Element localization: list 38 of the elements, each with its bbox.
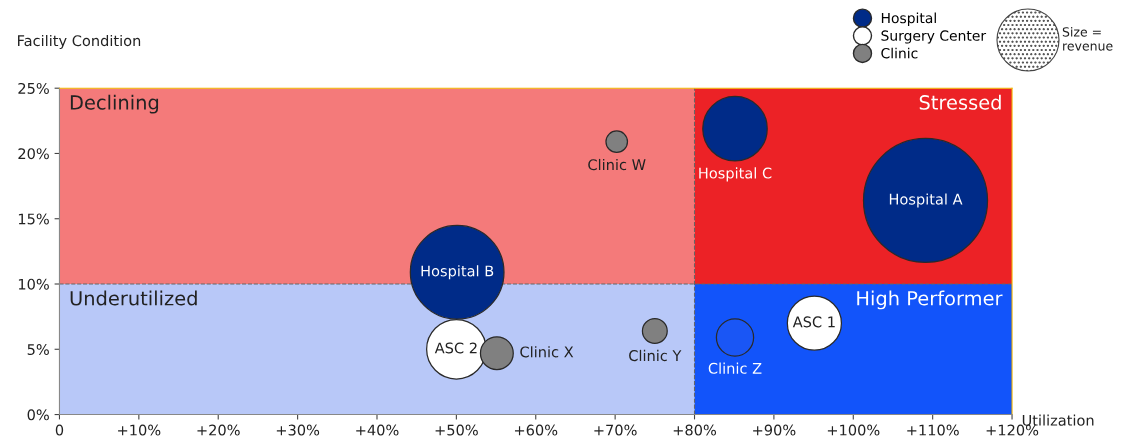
y-tick-label: 10% (18, 278, 49, 290)
annotation: Hospital C (699, 167, 772, 182)
annotation: Clinic Y (629, 349, 682, 362)
annotation: Clinic X (520, 346, 574, 358)
annotation: Hospital A (889, 193, 963, 208)
band-label: High Performer (857, 290, 1003, 310)
x-tick-label: +110% (907, 424, 959, 436)
y-tick-label: 25% (18, 82, 49, 94)
annotation: Clinic W (588, 158, 646, 171)
legend-label: Hospital (881, 12, 936, 26)
y-tick-label: 15% (18, 213, 49, 225)
x-tick-label: +10% (118, 424, 161, 436)
y-tick-label: 20% (18, 148, 49, 160)
y-tick-label: 0% (27, 409, 49, 421)
x-tick-label: +120% (986, 424, 1039, 436)
legend-label: Surgery Center (881, 30, 987, 44)
band-label: Stressed (919, 94, 1001, 110)
y-axis-title: Facility Condition (18, 34, 141, 50)
x-axis-title: Utilization (1022, 414, 1094, 426)
y-tick-label: 5% (27, 343, 49, 356)
text: Size = revenue (1062, 26, 1113, 51)
x-tick-label: +80% (673, 424, 717, 436)
x-tick-label: +50% (435, 424, 478, 436)
x-tick-label: 0 (55, 424, 64, 436)
x-tick-label: +70% (594, 424, 637, 436)
x-tick-label: +90% (753, 424, 796, 436)
annotation: Hospital B (421, 265, 494, 280)
band-label: Underutilized (70, 290, 197, 306)
x-tick-label: +40% (356, 424, 399, 436)
annotation: Clinic Z (708, 362, 762, 374)
x-tick-label: +30% (276, 424, 320, 436)
x-tick-label: +20% (197, 424, 240, 436)
annotation: ASC 1 (792, 316, 835, 328)
x-tick-label: +100% (827, 424, 880, 436)
legend-label: Clinic (881, 47, 918, 59)
annotation: ASC 2 (434, 342, 477, 354)
band-label: Declining (70, 94, 159, 114)
x-tick-label: +60% (514, 424, 558, 436)
